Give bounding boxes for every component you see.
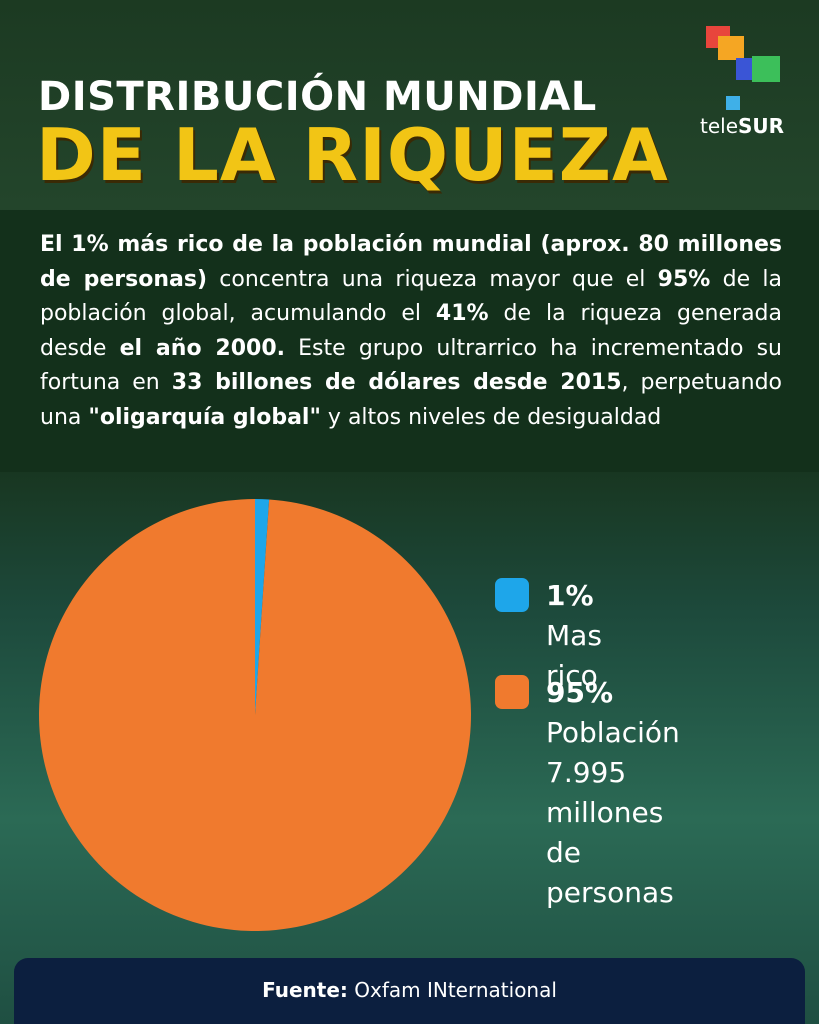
footer-panel	[14, 958, 805, 1024]
title-line: DE LA RIQUEZA	[36, 113, 669, 197]
legend-value: 95%	[546, 676, 614, 709]
logo-tile	[752, 56, 780, 82]
footer-text: Fuente: Oxfam INternational	[0, 978, 819, 1002]
text-run: El 1% más rico de la población mundial (…	[40, 232, 782, 292]
pie-slice	[38, 499, 471, 931]
text-run: concentra una riqueza mayor que el	[207, 266, 658, 292]
text-run: de la población global, acumulando el	[40, 266, 782, 327]
logo-text: teleSUR	[700, 114, 784, 138]
logo-tile	[718, 36, 744, 60]
title-line: DISTRIBUCIÓN MUNDIAL	[38, 74, 597, 120]
text-run: el año 2000.	[119, 335, 285, 361]
text-run: 95%	[657, 266, 711, 292]
logo-tile	[726, 96, 740, 110]
text-band	[0, 210, 819, 472]
legend-label: Población 7.995 millones de personas	[546, 716, 680, 909]
legend-swatch	[495, 578, 529, 612]
legend-swatch	[495, 675, 529, 709]
text-run: , perpetuando una	[40, 370, 783, 430]
pie-chart	[38, 499, 471, 931]
legend-value: 1%	[546, 579, 594, 612]
text-run: 41%	[435, 301, 489, 326]
text-run: "oligarquía global"	[88, 404, 321, 430]
legend-entry: 95% Población 7.995 millones de personas	[546, 673, 680, 913]
logo-part: SUR	[738, 114, 785, 138]
footer-label: Fuente:	[262, 978, 348, 1002]
text-run: de la riqueza generada desde	[40, 301, 782, 361]
legend-label: Mas rico	[546, 619, 602, 692]
paragraph: El 1% más rico de la población mundial (…	[40, 228, 782, 435]
text-run: y altos niveles de desigualdad	[320, 404, 662, 430]
pie-slice	[255, 499, 270, 715]
legend-entry: 1% Mas rico	[546, 576, 602, 696]
logo-icon	[706, 26, 780, 110]
text-run: Este grupo ultrarrico ha incrementado su…	[40, 335, 782, 396]
logo-part: tele	[700, 114, 739, 138]
footer-source: Oxfam INternational	[354, 978, 557, 1002]
text-run: 33 billones de dólares desde 2015	[171, 370, 622, 395]
